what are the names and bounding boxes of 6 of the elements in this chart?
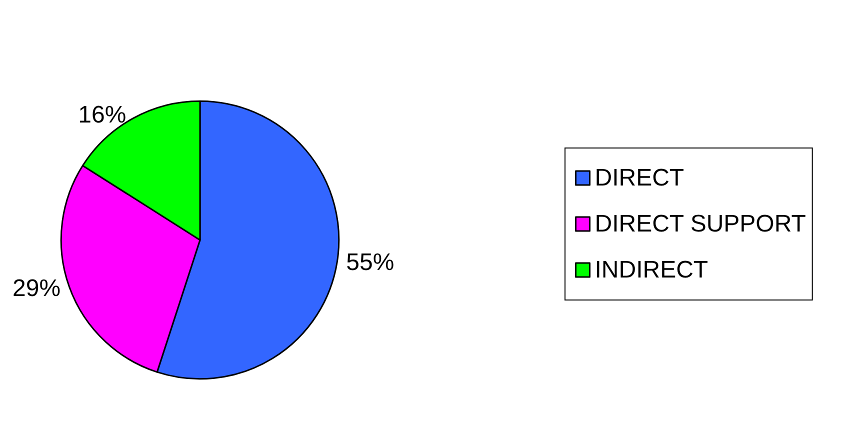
data-label: 16% bbox=[78, 101, 126, 128]
data-label: 55% bbox=[346, 248, 394, 276]
data-label: 29% bbox=[12, 274, 61, 302]
legend-label: INDIRECT bbox=[594, 256, 708, 284]
legend-label: DIRECT bbox=[594, 164, 684, 192]
legend-label: DIRECT SUPPORT bbox=[594, 210, 806, 238]
